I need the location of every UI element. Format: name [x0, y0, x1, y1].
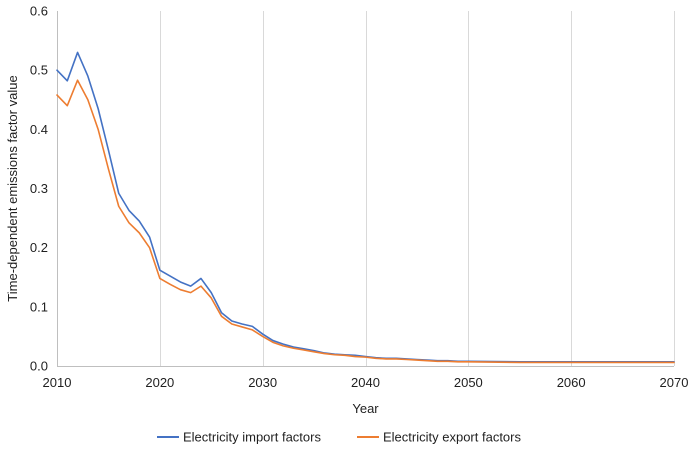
legend: Electricity import factors Electricity ex… — [157, 430, 521, 445]
y-axis-title: Time-dependent emissions factor value — [5, 75, 20, 301]
series-line-import — [56, 51, 675, 363]
legend-label-export: Electricity export factors — [383, 430, 521, 445]
x-tick-label: 2020 — [145, 375, 174, 390]
grid-layer — [160, 11, 675, 366]
series-layer — [56, 51, 675, 364]
x-tick-label: 2030 — [248, 375, 277, 390]
y-tick-label: 0.4 — [30, 122, 48, 137]
y-tick-label: 0.3 — [30, 181, 48, 196]
x-tick-label: 2010 — [43, 375, 72, 390]
x-tick-label: 2050 — [454, 375, 483, 390]
x-tick-label: 2060 — [557, 375, 586, 390]
y-tick-label: 0.1 — [30, 299, 48, 314]
series-line-export — [56, 79, 675, 364]
y-tick-label: 0.6 — [30, 4, 48, 19]
x-tick-label: 2070 — [660, 375, 689, 390]
label-layer: 0.0 0.1 0.2 0.3 0.4 0.5 0.6 2010 2020 2030 2040 205… — [5, 4, 688, 417]
y-tick-label: 0.0 — [30, 359, 48, 374]
legend-label-import: Electricity import factors — [183, 430, 321, 445]
x-axis-title: Year — [352, 401, 379, 416]
axis-layer — [57, 11, 674, 367]
y-tick-label: 0.2 — [30, 240, 48, 255]
x-tick-label: 2040 — [351, 375, 380, 390]
y-tick-label: 0.5 — [30, 63, 48, 78]
